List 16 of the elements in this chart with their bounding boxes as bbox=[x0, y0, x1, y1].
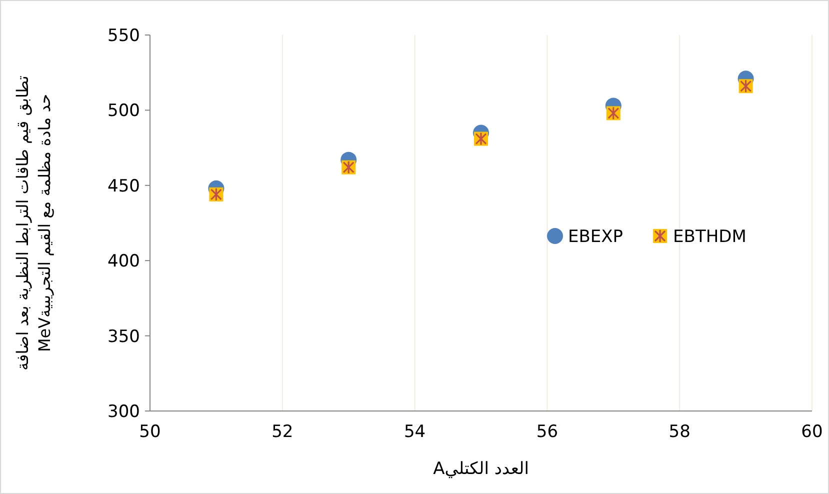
legend-label: EBTHDM bbox=[673, 227, 746, 247]
y-tick-label: 300 bbox=[108, 402, 140, 422]
x-axis-title: العدد الكتليA bbox=[433, 459, 529, 479]
y-tick-label: 400 bbox=[108, 252, 140, 272]
x-tick-label: 60 bbox=[801, 422, 823, 442]
x-tick-label: 56 bbox=[536, 422, 558, 442]
legend-label: EBEXP bbox=[568, 227, 624, 247]
y-tick-label: 550 bbox=[108, 26, 140, 46]
y-tick-label: 500 bbox=[108, 101, 140, 122]
x-tick-label: 50 bbox=[139, 422, 161, 442]
x-tick-label: 58 bbox=[668, 422, 690, 442]
x-tick-label: 52 bbox=[272, 422, 294, 442]
y-axis-title: تطابق قيم طاقات الترابط النظرية بعد اضافة حد مادة مظلمة مع القيم التجريبيةMeV bbox=[13, 76, 54, 370]
y-tick-label: 350 bbox=[108, 326, 140, 347]
y-tick-label: 450 bbox=[108, 176, 140, 196]
x-tick-label: 54 bbox=[404, 422, 426, 442]
